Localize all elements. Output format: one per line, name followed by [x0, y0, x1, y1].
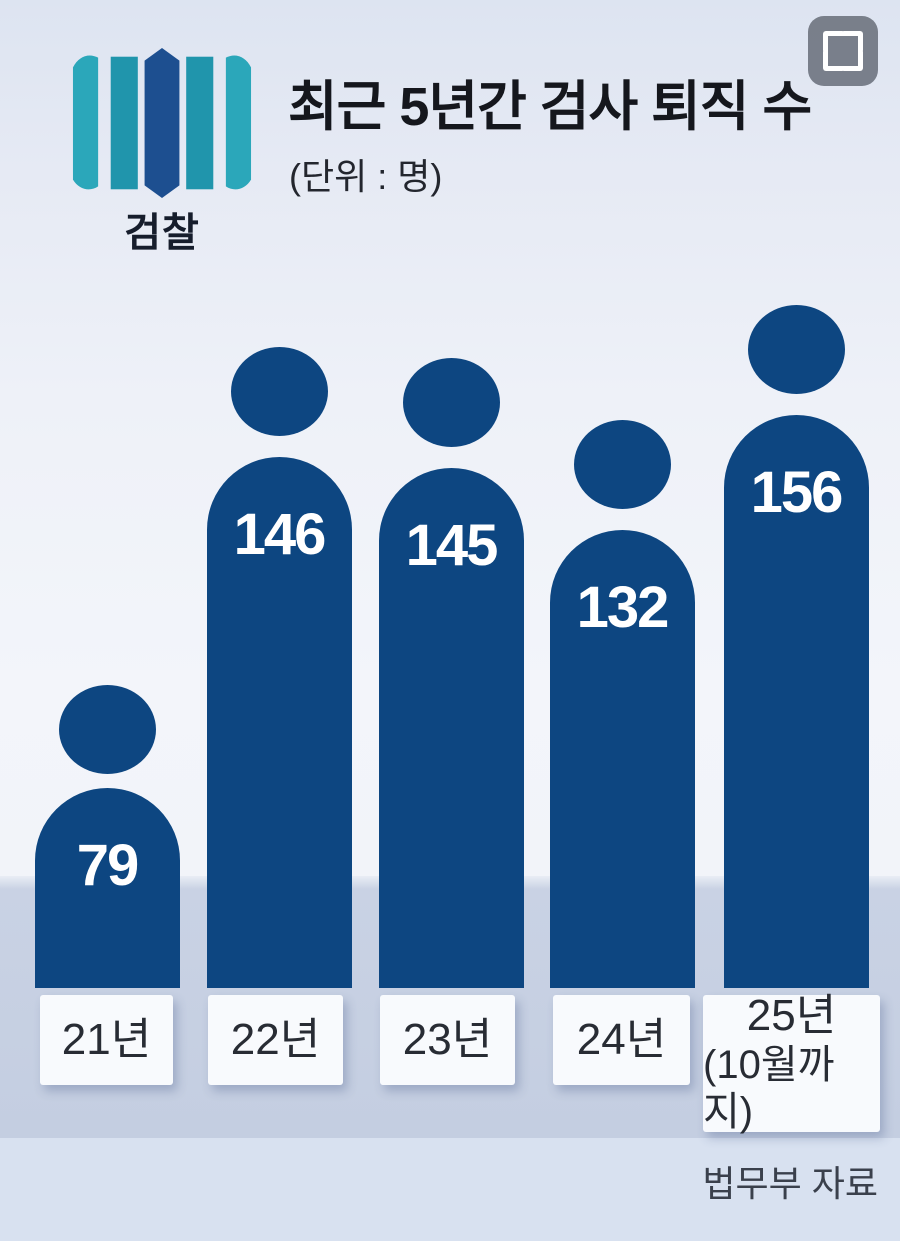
fullscreen-icon — [841, 31, 863, 53]
x-axis-label-line: 21년 — [61, 1015, 152, 1065]
prosecution-service-logo-icon — [72, 48, 252, 198]
x-axis-label-line: 25년 — [746, 991, 837, 1041]
fullscreen-icon — [823, 31, 845, 53]
x-axis-label-box: 25년 (10월까지) — [703, 991, 880, 1134]
person-pictogram-bar: 145 — [378, 358, 524, 988]
bar-value-label: 145 — [405, 513, 499, 578]
person-body: 132 — [549, 530, 695, 988]
person-body: 79 — [34, 788, 180, 988]
x-axis-label-box: 23년 — [380, 995, 515, 1085]
x-axis-label-line: 22년 — [230, 1015, 321, 1065]
bar-value-label: 156 — [750, 460, 844, 525]
bar-value-label: 79 — [76, 833, 140, 898]
source-note: 법무부 자료 — [702, 1163, 878, 1204]
unit-label: (단위 : 명) — [289, 156, 443, 197]
bar-value-label: 132 — [576, 575, 670, 640]
x-axis-label-line: 23년 — [402, 1015, 493, 1065]
person-head-icon — [230, 347, 328, 436]
person-body: 156 — [723, 415, 869, 988]
x-axis-label-box: 22년 — [208, 995, 343, 1085]
person-head-icon — [402, 358, 500, 447]
x-axis-label-line: (10월까지) — [703, 1043, 835, 1135]
background-bottom-strip — [0, 1138, 900, 1241]
person-pictogram-bar: 156 — [723, 305, 869, 988]
fullscreen-button[interactable] — [808, 16, 878, 86]
person-pictogram-bar: 132 — [549, 420, 695, 988]
x-axis-label-line: 24년 — [576, 1015, 667, 1065]
person-body: 145 — [378, 468, 524, 988]
person-head-icon — [573, 420, 671, 509]
fullscreen-icon — [823, 49, 845, 71]
x-axis-label-box: 24년 — [553, 995, 690, 1085]
bar-value-label: 146 — [233, 502, 327, 567]
x-axis-label-box: 21년 — [40, 995, 173, 1085]
logo-caption: 검찰 — [124, 211, 200, 255]
person-pictogram-bar: 79 — [34, 685, 180, 988]
person-head-icon — [747, 305, 845, 394]
fullscreen-icon — [841, 49, 863, 71]
person-body: 146 — [206, 457, 352, 988]
person-head-icon — [58, 685, 156, 774]
person-pictogram-bar: 146 — [206, 347, 352, 988]
page-title: 최근 5년간 검사 퇴직 수 — [288, 77, 812, 137]
